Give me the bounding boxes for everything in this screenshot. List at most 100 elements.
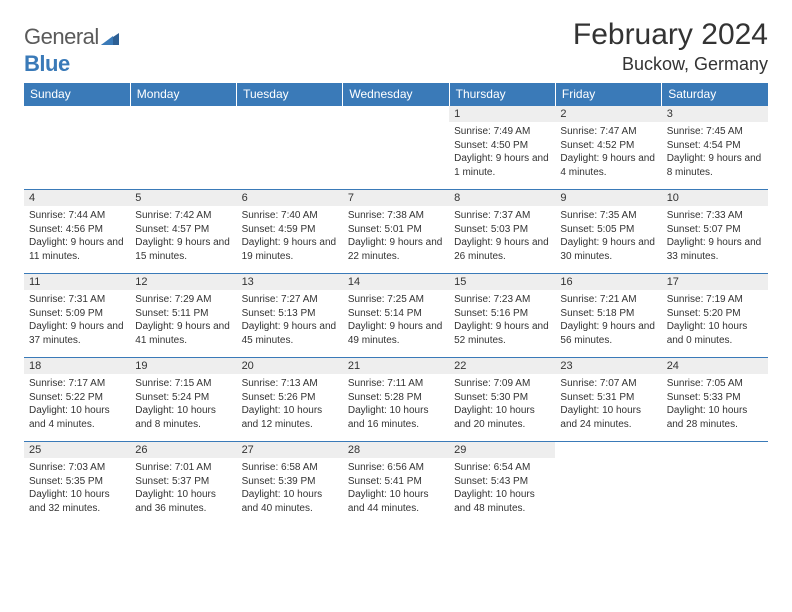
sunrise-text: Sunrise: 7:37 AM bbox=[454, 209, 550, 223]
day-number: 7 bbox=[343, 190, 449, 206]
calendar-cell: 16Sunrise: 7:21 AMSunset: 5:18 PMDayligh… bbox=[555, 274, 661, 358]
day-number: 6 bbox=[237, 190, 343, 206]
brand-part2: Blue bbox=[24, 51, 70, 76]
location-label: Buckow, Germany bbox=[573, 54, 768, 75]
day-details: Sunrise: 7:37 AMSunset: 5:03 PMDaylight:… bbox=[449, 206, 555, 267]
calendar-header-row: Sunday Monday Tuesday Wednesday Thursday… bbox=[24, 83, 768, 106]
calendar-cell bbox=[237, 106, 343, 190]
day-number: 14 bbox=[343, 274, 449, 290]
sunrise-text: Sunrise: 7:29 AM bbox=[135, 293, 231, 307]
calendar-cell: 6Sunrise: 7:40 AMSunset: 4:59 PMDaylight… bbox=[237, 190, 343, 274]
day-header: Wednesday bbox=[343, 83, 449, 106]
title-block: February 2024 Buckow, Germany bbox=[573, 18, 768, 75]
sunrise-text: Sunrise: 7:07 AM bbox=[560, 377, 656, 391]
sunrise-text: Sunrise: 7:25 AM bbox=[348, 293, 444, 307]
day-details: Sunrise: 6:58 AMSunset: 5:39 PMDaylight:… bbox=[237, 458, 343, 519]
sunrise-text: Sunrise: 6:58 AM bbox=[242, 461, 338, 475]
calendar-cell: 17Sunrise: 7:19 AMSunset: 5:20 PMDayligh… bbox=[662, 274, 768, 358]
daylight-text: Daylight: 9 hours and 22 minutes. bbox=[348, 236, 444, 263]
day-details: Sunrise: 7:19 AMSunset: 5:20 PMDaylight:… bbox=[662, 290, 768, 351]
daylight-text: Daylight: 9 hours and 52 minutes. bbox=[454, 320, 550, 347]
day-details: Sunrise: 7:15 AMSunset: 5:24 PMDaylight:… bbox=[130, 374, 236, 435]
day-number: 3 bbox=[662, 106, 768, 122]
sunrise-text: Sunrise: 7:33 AM bbox=[667, 209, 763, 223]
day-details: Sunrise: 7:21 AMSunset: 5:18 PMDaylight:… bbox=[555, 290, 661, 351]
month-title: February 2024 bbox=[573, 18, 768, 52]
calendar-cell bbox=[343, 106, 449, 190]
day-number: 9 bbox=[555, 190, 661, 206]
calendar-cell: 19Sunrise: 7:15 AMSunset: 5:24 PMDayligh… bbox=[130, 358, 236, 442]
day-details: Sunrise: 7:17 AMSunset: 5:22 PMDaylight:… bbox=[24, 374, 130, 435]
brand-text: GeneralBlue bbox=[24, 24, 119, 77]
calendar-cell: 22Sunrise: 7:09 AMSunset: 5:30 PMDayligh… bbox=[449, 358, 555, 442]
daylight-text: Daylight: 10 hours and 36 minutes. bbox=[135, 488, 231, 515]
calendar-cell bbox=[130, 106, 236, 190]
sunset-text: Sunset: 5:01 PM bbox=[348, 223, 444, 237]
sunset-text: Sunset: 5:22 PM bbox=[29, 391, 125, 405]
day-details: Sunrise: 7:13 AMSunset: 5:26 PMDaylight:… bbox=[237, 374, 343, 435]
sunset-text: Sunset: 4:54 PM bbox=[667, 139, 763, 153]
sunset-text: Sunset: 4:56 PM bbox=[29, 223, 125, 237]
sunset-text: Sunset: 5:28 PM bbox=[348, 391, 444, 405]
day-details: Sunrise: 7:38 AMSunset: 5:01 PMDaylight:… bbox=[343, 206, 449, 267]
daylight-text: Daylight: 9 hours and 8 minutes. bbox=[667, 152, 763, 179]
brand-part1: General bbox=[24, 24, 99, 49]
daylight-text: Daylight: 9 hours and 56 minutes. bbox=[560, 320, 656, 347]
day-number: 19 bbox=[130, 358, 236, 374]
calendar-cell: 2Sunrise: 7:47 AMSunset: 4:52 PMDaylight… bbox=[555, 106, 661, 190]
sunrise-text: Sunrise: 6:54 AM bbox=[454, 461, 550, 475]
day-details: Sunrise: 7:44 AMSunset: 4:56 PMDaylight:… bbox=[24, 206, 130, 267]
day-number: 21 bbox=[343, 358, 449, 374]
daylight-text: Daylight: 9 hours and 26 minutes. bbox=[454, 236, 550, 263]
sunrise-text: Sunrise: 7:38 AM bbox=[348, 209, 444, 223]
day-number: 28 bbox=[343, 442, 449, 458]
daylight-text: Daylight: 9 hours and 30 minutes. bbox=[560, 236, 656, 263]
sunset-text: Sunset: 5:24 PM bbox=[135, 391, 231, 405]
day-header: Monday bbox=[130, 83, 236, 106]
day-details: Sunrise: 7:33 AMSunset: 5:07 PMDaylight:… bbox=[662, 206, 768, 267]
day-number: 13 bbox=[237, 274, 343, 290]
day-number: 26 bbox=[130, 442, 236, 458]
sunset-text: Sunset: 5:11 PM bbox=[135, 307, 231, 321]
sunset-text: Sunset: 5:16 PM bbox=[454, 307, 550, 321]
sunset-text: Sunset: 5:14 PM bbox=[348, 307, 444, 321]
calendar-cell: 23Sunrise: 7:07 AMSunset: 5:31 PMDayligh… bbox=[555, 358, 661, 442]
day-number: 17 bbox=[662, 274, 768, 290]
calendar-cell: 13Sunrise: 7:27 AMSunset: 5:13 PMDayligh… bbox=[237, 274, 343, 358]
day-header: Tuesday bbox=[237, 83, 343, 106]
day-number: 23 bbox=[555, 358, 661, 374]
day-number: 16 bbox=[555, 274, 661, 290]
day-number: 15 bbox=[449, 274, 555, 290]
calendar-week-row: 11Sunrise: 7:31 AMSunset: 5:09 PMDayligh… bbox=[24, 274, 768, 358]
daylight-text: Daylight: 10 hours and 44 minutes. bbox=[348, 488, 444, 515]
calendar-week-row: 4Sunrise: 7:44 AMSunset: 4:56 PMDaylight… bbox=[24, 190, 768, 274]
sunset-text: Sunset: 5:43 PM bbox=[454, 475, 550, 489]
day-details: Sunrise: 7:29 AMSunset: 5:11 PMDaylight:… bbox=[130, 290, 236, 351]
sunset-text: Sunset: 5:39 PM bbox=[242, 475, 338, 489]
daylight-text: Daylight: 10 hours and 28 minutes. bbox=[667, 404, 763, 431]
day-details: Sunrise: 7:49 AMSunset: 4:50 PMDaylight:… bbox=[449, 122, 555, 183]
logo-triangle-icon bbox=[101, 25, 119, 51]
calendar-week-row: 25Sunrise: 7:03 AMSunset: 5:35 PMDayligh… bbox=[24, 442, 768, 526]
day-details: Sunrise: 7:25 AMSunset: 5:14 PMDaylight:… bbox=[343, 290, 449, 351]
day-number: 4 bbox=[24, 190, 130, 206]
calendar-week-row: 1Sunrise: 7:49 AMSunset: 4:50 PMDaylight… bbox=[24, 106, 768, 190]
calendar-cell: 18Sunrise: 7:17 AMSunset: 5:22 PMDayligh… bbox=[24, 358, 130, 442]
sunrise-text: Sunrise: 7:40 AM bbox=[242, 209, 338, 223]
day-number: 8 bbox=[449, 190, 555, 206]
calendar-week-row: 18Sunrise: 7:17 AMSunset: 5:22 PMDayligh… bbox=[24, 358, 768, 442]
day-details: Sunrise: 7:27 AMSunset: 5:13 PMDaylight:… bbox=[237, 290, 343, 351]
calendar-cell: 14Sunrise: 7:25 AMSunset: 5:14 PMDayligh… bbox=[343, 274, 449, 358]
calendar-cell: 12Sunrise: 7:29 AMSunset: 5:11 PMDayligh… bbox=[130, 274, 236, 358]
calendar-cell bbox=[662, 442, 768, 526]
daylight-text: Daylight: 10 hours and 48 minutes. bbox=[454, 488, 550, 515]
day-details: Sunrise: 6:54 AMSunset: 5:43 PMDaylight:… bbox=[449, 458, 555, 519]
sunset-text: Sunset: 5:05 PM bbox=[560, 223, 656, 237]
sunset-text: Sunset: 5:35 PM bbox=[29, 475, 125, 489]
daylight-text: Daylight: 10 hours and 8 minutes. bbox=[135, 404, 231, 431]
daylight-text: Daylight: 10 hours and 0 minutes. bbox=[667, 320, 763, 347]
calendar-cell: 3Sunrise: 7:45 AMSunset: 4:54 PMDaylight… bbox=[662, 106, 768, 190]
sunrise-text: Sunrise: 7:05 AM bbox=[667, 377, 763, 391]
calendar-cell: 29Sunrise: 6:54 AMSunset: 5:43 PMDayligh… bbox=[449, 442, 555, 526]
day-number: 22 bbox=[449, 358, 555, 374]
